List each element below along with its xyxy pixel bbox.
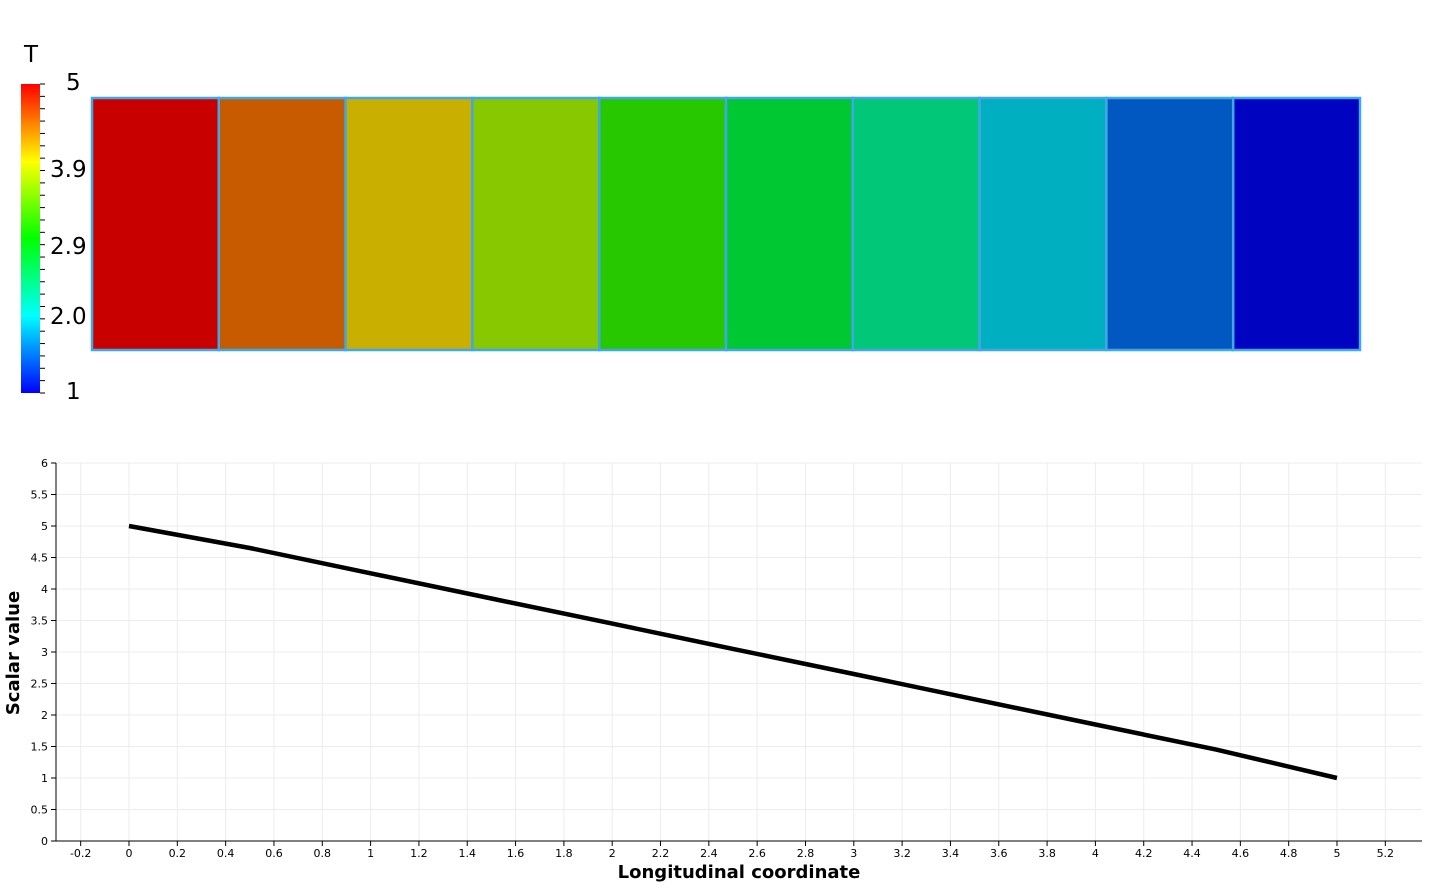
x-tick-label: 5 bbox=[1334, 847, 1341, 860]
mesh-cell bbox=[1231, 96, 1362, 352]
y-tick-labels: 0 0.5 1 1.5 2 2.5 3 3.5 4 4.5 5 5.5 6 bbox=[31, 457, 49, 848]
x-tick-label: 0.4 bbox=[217, 847, 235, 860]
x-tick-label: 0.2 bbox=[169, 847, 187, 860]
y-tick-label: 3.5 bbox=[31, 615, 49, 628]
mesh-cell bbox=[597, 96, 728, 352]
y-tick-label: 0.5 bbox=[31, 804, 49, 817]
chart-axes bbox=[51, 462, 1422, 846]
x-tick-label: 3.8 bbox=[1038, 847, 1056, 860]
x-tick-label: 3.6 bbox=[990, 847, 1008, 860]
x-tick-label: 3.4 bbox=[942, 847, 960, 860]
mesh-cell bbox=[471, 96, 601, 352]
series-line bbox=[128, 523, 1338, 781]
colorbar-labels: 5 3.9 2.9 2.0 1 bbox=[50, 70, 87, 405]
mesh-cell bbox=[978, 96, 1108, 352]
y-tick-label: 0 bbox=[41, 835, 48, 848]
colorbar-label: 3.9 bbox=[50, 157, 87, 183]
y-tick-label: 6 bbox=[41, 457, 48, 470]
x-tick-label: 4.6 bbox=[1232, 847, 1250, 860]
x-tick-label: 5.2 bbox=[1377, 847, 1395, 860]
mesh-cell bbox=[344, 96, 474, 352]
x-tick-label: 3 bbox=[850, 847, 857, 860]
colorbar-ticks bbox=[40, 83, 45, 394]
x-tick-label: 2.8 bbox=[797, 847, 815, 860]
x-tick-labels: -0.2 0 0.2 0.4 0.6 0.8 1 1.2 1.4 1.6 1.8 2 2.2 2.4 2.6… bbox=[70, 847, 1394, 860]
x-tick-label: 2.2 bbox=[652, 847, 670, 860]
mesh-cell bbox=[724, 96, 855, 352]
x-tick-label: 1.8 bbox=[555, 847, 573, 860]
x-tick-label: 1.6 bbox=[507, 847, 525, 860]
x-tick-label: 2 bbox=[609, 847, 616, 860]
colorbar-legend: T 5 3.9 2.9 2.0 1 bbox=[21, 42, 87, 405]
y-tick-label: 2.5 bbox=[31, 678, 49, 691]
x-tick-label: 0 bbox=[126, 847, 133, 860]
x-tick-label: 3.2 bbox=[893, 847, 911, 860]
x-tick-label: 2.6 bbox=[748, 847, 766, 860]
colorbar-gradient bbox=[21, 84, 40, 393]
chart-grid bbox=[56, 462, 1422, 842]
mesh-cell bbox=[1105, 96, 1235, 352]
colorbar-label: 2.9 bbox=[50, 234, 87, 260]
x-tick-label: 0.8 bbox=[314, 847, 332, 860]
y-tick-label: 1 bbox=[41, 772, 48, 785]
mesh-cell bbox=[90, 96, 221, 352]
colorbar-title: T bbox=[23, 42, 39, 68]
x-tick-label: -0.2 bbox=[70, 847, 91, 860]
colorbar-label: 1 bbox=[66, 379, 81, 405]
chart-series bbox=[128, 523, 1338, 781]
y-tick-label: 5 bbox=[41, 520, 48, 533]
colorbar-label: 2.0 bbox=[50, 304, 87, 330]
x-tick-label: 1 bbox=[367, 847, 374, 860]
mesh-cell bbox=[217, 96, 347, 352]
x-tick-label: 4 bbox=[1092, 847, 1099, 860]
y-tick-label: 1.5 bbox=[31, 741, 49, 754]
x-tick-label: 1.4 bbox=[458, 847, 476, 860]
line-chart: -0.2 0 0.2 0.4 0.6 0.8 1 1.2 1.4 1.6 1.8 2 2.2 2.4 2.6… bbox=[3, 457, 1422, 883]
y-tick-label: 2 bbox=[41, 709, 48, 722]
colorbar-label: 5 bbox=[66, 70, 81, 96]
y-tick-label: 5.5 bbox=[31, 489, 49, 502]
y-tick-label: 3 bbox=[41, 646, 48, 659]
mesh-cell bbox=[851, 96, 981, 352]
x-tick-label: 1.2 bbox=[410, 847, 428, 860]
x-tick-label: 4.8 bbox=[1280, 847, 1298, 860]
x-tick-label: 0.6 bbox=[265, 847, 283, 860]
y-tick-label: 4 bbox=[41, 583, 48, 596]
x-axis-label: Longitudinal coordinate bbox=[618, 862, 861, 883]
x-tick-label: 4.2 bbox=[1135, 847, 1153, 860]
y-axis-label: Scalar value bbox=[3, 591, 24, 715]
mesh-render bbox=[90, 96, 1362, 352]
x-tick-label: 2.4 bbox=[700, 847, 718, 860]
y-tick-label: 4.5 bbox=[31, 552, 49, 565]
x-tick-label: 4.4 bbox=[1183, 847, 1201, 860]
